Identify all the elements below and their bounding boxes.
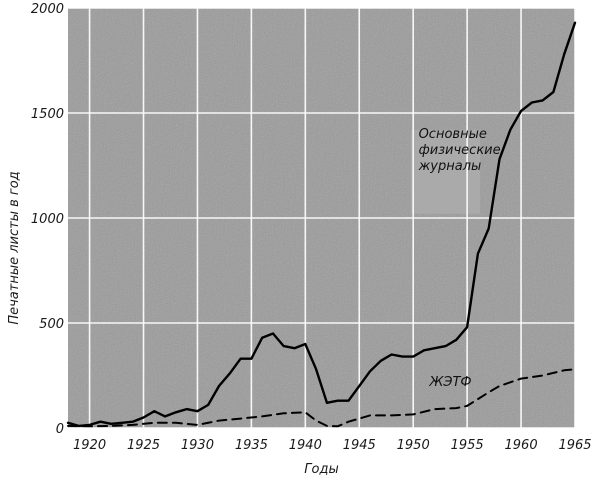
plot-area: Основные физические журналы ЖЭТФ xyxy=(66,7,577,429)
ticks: 1920 1925 1930 1935 1940 1945 1950 1955 1960 1965… xyxy=(31,2,592,453)
annotation-line: физические xyxy=(419,143,501,158)
x-tick-label: 1940 xyxy=(289,438,322,453)
annotation-line: Основные xyxy=(419,127,487,142)
series-line-main-journals xyxy=(66,21,577,428)
x-tick-label: 1930 xyxy=(181,438,214,453)
y-axis-title: Печатные листы в год xyxy=(7,171,22,324)
annotation-line: ЖЭТФ xyxy=(428,375,471,390)
y-tick-label: 1500 xyxy=(31,107,64,122)
y-tick-label: 500 xyxy=(39,317,64,332)
annotation-label: Основные физические журналы xyxy=(418,127,501,174)
annotations: Основные физические журналы ЖЭТФ xyxy=(418,127,501,390)
annotation-label: ЖЭТФ xyxy=(428,375,471,390)
annotation-background xyxy=(411,129,481,214)
y-tick-label: 2000 xyxy=(31,2,64,17)
x-tick-label: 1960 xyxy=(505,438,538,453)
x-tick-label: 1945 xyxy=(343,438,376,453)
series-layer xyxy=(66,21,577,428)
x-tick-label: 1955 xyxy=(451,438,484,453)
y-tick-label: 0 xyxy=(56,422,64,437)
x-tick-label: 1965 xyxy=(558,438,591,453)
y-tick-label: 1000 xyxy=(31,212,64,227)
x-tick-label: 1950 xyxy=(397,438,430,453)
series-line-jetf xyxy=(67,368,576,428)
x-tick-label: 1925 xyxy=(127,438,160,453)
x-tick-label: 1935 xyxy=(235,438,268,453)
annotation-line: журналы xyxy=(418,159,482,174)
x-tick-label: 1920 xyxy=(73,438,106,453)
x-axis-title: Годы xyxy=(304,462,338,477)
